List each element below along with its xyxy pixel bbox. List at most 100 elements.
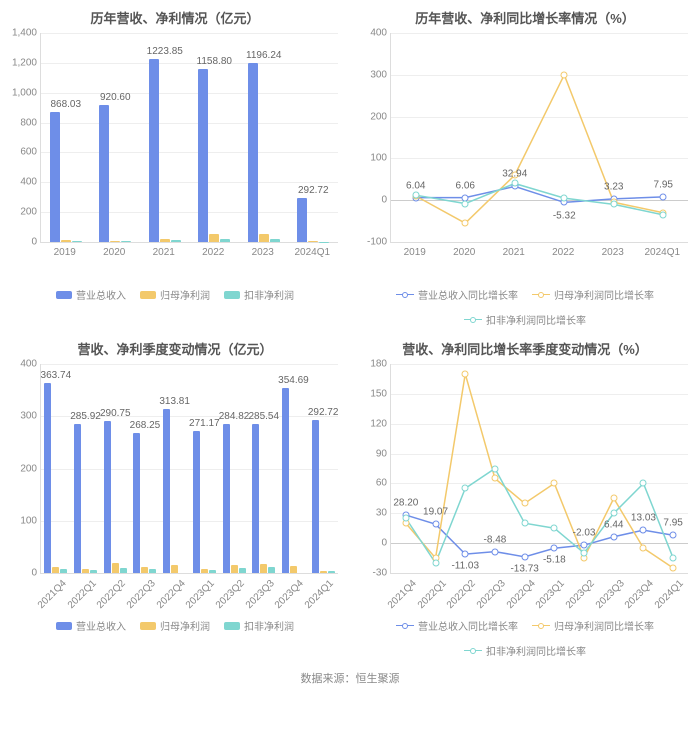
x-tick-label: 2024Q1 [653, 578, 686, 611]
bar-group [99, 105, 131, 242]
x-tick-label: 2024Q1 [303, 578, 336, 611]
y-tick-label: 0 [5, 237, 37, 248]
marker-dnp [670, 555, 677, 562]
marker-rev [491, 548, 498, 555]
x-tick-label: 2022Q1 [65, 578, 98, 611]
y-tick-label: 180 [355, 359, 387, 370]
legend-label: 扣非净利润同比增长率 [486, 312, 586, 327]
value-label: 7.95 [663, 518, 682, 529]
value-label: 285.54 [248, 411, 279, 422]
marker-dnp [511, 180, 518, 187]
legend-label: 归母净利润 [160, 287, 210, 302]
x-tick-label: 2023Q3 [244, 578, 277, 611]
bar-np [231, 565, 238, 573]
legend-item-rev: 营业总收入同比增长率 [396, 618, 518, 633]
bar-rev [163, 409, 170, 573]
bar-np [260, 564, 267, 573]
bar-dnp [268, 567, 275, 573]
bar-group [252, 424, 275, 573]
legend-item-dnp: 扣非净利润同比增长率 [464, 643, 586, 658]
x-tick-label: 2022Q3 [125, 578, 158, 611]
value-label: 284.82 [219, 411, 250, 422]
legend-swatch [396, 291, 414, 299]
legend-label: 归母净利润同比增长率 [554, 287, 654, 302]
bar-rev [252, 424, 259, 573]
legend-item-np: 归母净利润 [140, 287, 210, 302]
x-tick-label: 2021 [153, 247, 175, 258]
value-label: 28.20 [393, 498, 418, 509]
marker-rev [610, 533, 617, 540]
gridline [41, 63, 338, 64]
bar-group [248, 63, 280, 242]
marker-np [670, 565, 677, 572]
legend: 营业总收入归母净利润扣非净利润 [4, 287, 346, 302]
value-label: 868.03 [50, 99, 81, 110]
x-tick-label: 2022Q4 [154, 578, 187, 611]
line-layer [391, 33, 688, 242]
value-label: 19.07 [423, 507, 448, 518]
bar-np [160, 239, 170, 242]
x-tick-label: 2022 [202, 247, 224, 258]
gridline [41, 123, 338, 124]
value-label: -11.03 [451, 561, 479, 572]
marker-dnp [551, 525, 558, 532]
legend-label: 营业总收入同比增长率 [418, 287, 518, 302]
x-axis: 201920202021202220232024Q1 [390, 243, 688, 283]
bar-np [112, 563, 119, 573]
value-label: 7.95 [654, 179, 673, 190]
panel-quarterly-values: 营收、净利季度变动情况（亿元） 0100200300400363.74285.9… [0, 331, 350, 662]
gridline [41, 93, 338, 94]
line-layer [391, 364, 688, 573]
bar-dnp [149, 569, 156, 573]
legend-label: 归母净利润 [160, 618, 210, 633]
marker-rev [551, 545, 558, 552]
legend-swatch [532, 622, 550, 630]
bar-np [320, 571, 327, 573]
x-tick-label: 2022Q1 [415, 578, 448, 611]
gridline [41, 182, 338, 183]
y-tick-label: 60 [355, 478, 387, 489]
bar-rev [282, 388, 289, 573]
y-tick-label: 200 [355, 111, 387, 122]
value-label: 1158.80 [197, 56, 232, 67]
bar-rev [50, 112, 60, 242]
marker-rev [581, 542, 588, 549]
x-tick-label: 2023 [602, 247, 624, 258]
legend-label: 扣非净利润 [244, 618, 294, 633]
bar-rev [248, 63, 258, 242]
value-label: 292.72 [298, 185, 329, 196]
y-tick-label: 300 [5, 411, 37, 422]
y-tick-label: 30 [355, 508, 387, 519]
value-label: 285.92 [70, 411, 101, 422]
bar-np [110, 241, 120, 242]
x-axis: 2021Q42022Q12022Q22022Q32022Q42023Q12023… [40, 574, 338, 614]
marker-np [610, 495, 617, 502]
y-tick-label: 400 [5, 359, 37, 370]
y-tick-label: 0 [355, 538, 387, 549]
bar-group [312, 420, 335, 573]
data-source-label: 数据来源：恒生聚源 [0, 662, 700, 696]
bar-np [141, 567, 148, 573]
y-tick-label: 1,000 [5, 87, 37, 98]
x-tick-label: 2020 [453, 247, 475, 258]
value-label: 6.06 [456, 180, 475, 191]
bar-rev [99, 105, 109, 242]
bar-group [193, 431, 216, 573]
value-label: 290.75 [100, 408, 131, 419]
value-label: -13.73 [510, 563, 538, 574]
line-dnp [416, 183, 664, 214]
value-label: 1196.24 [246, 50, 281, 61]
y-tick-label: 100 [5, 515, 37, 526]
legend-swatch [140, 291, 156, 299]
x-tick-label: 2020 [103, 247, 125, 258]
legend-swatch [464, 647, 482, 655]
legend-item-dnp: 扣非净利润 [224, 618, 294, 633]
legend-item-np: 归母净利润同比增长率 [532, 618, 654, 633]
x-tick-label: 2023Q3 [594, 578, 627, 611]
legend-label: 营业总收入 [76, 618, 126, 633]
bar-dnp [171, 240, 181, 242]
value-label: 6.44 [604, 519, 623, 530]
bar-group [149, 59, 181, 242]
marker-dnp [561, 195, 568, 202]
bar-group [74, 424, 97, 573]
